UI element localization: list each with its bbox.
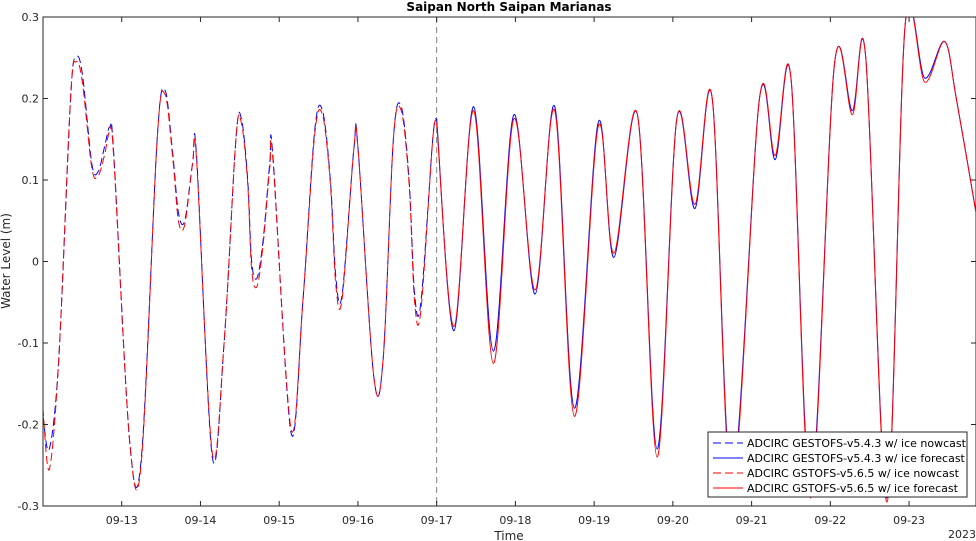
series-line-2 (43, 60, 438, 491)
y-axis-label: Water Level (m) (0, 213, 13, 309)
x-tick-label: 09-17 (421, 514, 453, 527)
x-axis: 09-13 09-14 09-15 09-16 09-17 09-18 09-19 09-20… (106, 17, 925, 527)
x-tick-label: 09-15 (263, 514, 295, 527)
plot-frame (42, 16, 976, 507)
y-axis: -0.3 -0.2 -0.1 0 0.1 0.2 0.3 (18, 11, 976, 513)
legend: ADCIRC GESTOFS-v5.4.3 w/ ice nowcast ADCI… (707, 431, 968, 498)
legend-box (707, 431, 968, 498)
legend-label: ADCIRC GESTOFS-v5.4.3 w/ ice forecast (747, 452, 966, 465)
x-tick-label: 09-14 (184, 514, 216, 527)
series-line-0 (43, 55, 438, 488)
x-tick-label: 09-23 (893, 514, 925, 527)
x-tick-label: 09-22 (814, 514, 846, 527)
y-tick-label: -0.1 (18, 337, 39, 350)
x-tick-label: 09-19 (578, 514, 610, 527)
y-tick-label: 0 (32, 256, 39, 269)
x-axis-year: 2023 (948, 528, 976, 541)
legend-label: ADCIRC GSTOFS-v5.6.5 w/ ice forecast (747, 482, 959, 495)
y-tick-label: 0.1 (22, 174, 40, 187)
series-layer (43, 17, 976, 503)
y-tick-label: 0.3 (22, 11, 40, 24)
legend-label: ADCIRC GESTOFS-v5.4.3 w/ ice nowcast (747, 437, 967, 450)
x-axis-label: Time (493, 529, 523, 541)
y-tick-label: 0.2 (22, 93, 40, 106)
x-tick-label: 09-21 (736, 514, 768, 527)
chart-title: Saipan North Saipan Marianas (406, 0, 611, 14)
y-tick-label: -0.3 (18, 500, 39, 513)
x-tick-label: 09-20 (657, 514, 689, 527)
x-tick-label: 09-13 (106, 514, 138, 527)
plot-area (42, 16, 976, 507)
x-tick-label: 09-16 (342, 514, 374, 527)
series-line-3 (436, 17, 976, 503)
y-tick-label: -0.2 (18, 419, 39, 432)
legend-label: ADCIRC GSTOFS-v5.6.5 w/ ice nowcast (747, 467, 960, 480)
x-tick-label: 09-18 (499, 514, 531, 527)
